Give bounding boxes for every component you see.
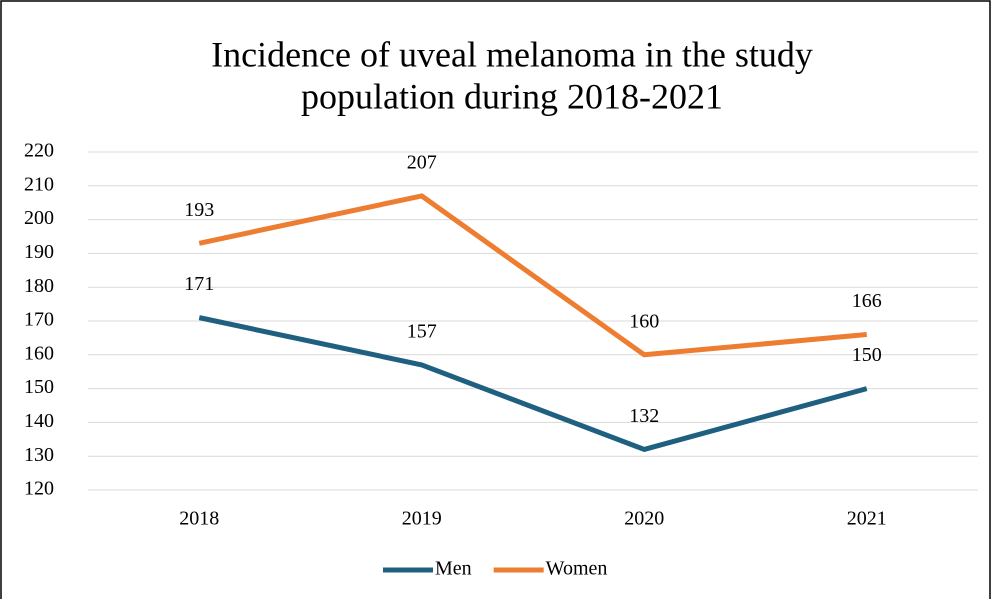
series-line [198, 193, 867, 358]
y-tick-label: 160 [24, 342, 54, 364]
data-label: 193 [184, 199, 214, 221]
y-tick-label: 200 [24, 207, 54, 229]
data-label: 171 [184, 273, 214, 295]
series-line [198, 315, 868, 452]
legend-label: Women [546, 558, 608, 580]
data-label: 207 [407, 152, 437, 174]
chart-title: population during 2018-2021 [301, 76, 723, 116]
data-label: 166 [852, 290, 882, 312]
y-tick-label: 150 [24, 376, 54, 398]
x-tick-label: 2020 [624, 508, 664, 530]
data-label: 157 [407, 321, 437, 343]
x-tick-label: 2021 [847, 508, 887, 530]
y-tick-label: 120 [24, 478, 54, 500]
data-label: 160 [629, 310, 659, 332]
y-tick-label: 180 [24, 275, 54, 297]
x-tick-label: 2018 [179, 508, 219, 530]
y-tick-label: 190 [24, 241, 54, 263]
y-tick-label: 140 [24, 410, 54, 432]
chart-title: Incidence of uveal melanoma in the study [211, 34, 813, 74]
data-label: 132 [629, 405, 659, 427]
data-label: 150 [852, 344, 882, 366]
y-tick-label: 220 [24, 140, 54, 162]
x-tick-label: 2019 [402, 508, 442, 530]
y-tick-label: 130 [24, 444, 54, 466]
legend-label: Men [435, 558, 472, 580]
y-tick-label: 210 [24, 173, 54, 195]
y-tick-label: 170 [24, 309, 54, 331]
